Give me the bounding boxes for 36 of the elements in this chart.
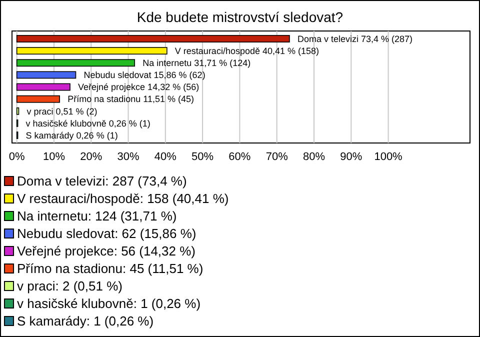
text: Doma v televizi: 287 (73,4 %) xyxy=(17,174,187,189)
chart-title: Kde budete mistrovství sledovat? xyxy=(136,9,344,25)
text: v hasičské klubovně: 1 (0,26 %) xyxy=(17,296,201,312)
bar xyxy=(16,71,76,79)
text: v praci: 2 (0,51 %) xyxy=(17,278,122,294)
category-label: Doma v televizi 73,4 % (287) xyxy=(297,34,413,44)
category-label: Na internetu 31,71 % (124) xyxy=(142,58,251,68)
x-tick-label: 90% xyxy=(340,151,362,163)
category-label: v hasičské klubovně 0,26 % (1) xyxy=(26,118,150,128)
category-label: Přímo na stadionu 11,51 % (45) xyxy=(68,94,194,104)
x-tick-label: 10% xyxy=(42,151,66,163)
category-label: v praci 0,51 % (2) xyxy=(26,106,98,116)
category-label: S kamarády 0,26 % (1) xyxy=(26,130,118,140)
bar xyxy=(16,35,290,42)
x-tick-label: 100% xyxy=(374,151,403,163)
x-tick-label: 20% xyxy=(80,151,102,163)
x-tick-label: 40% xyxy=(154,151,177,163)
text: Nebudu sledovat: 62 (15,86 %) xyxy=(17,226,196,242)
x-tick-label: 30% xyxy=(117,151,140,163)
bar xyxy=(16,47,168,55)
text: Na internetu: 124 (31,71 %) xyxy=(17,208,177,224)
category-label: V restauraci/hospodě 40,41 % (158) xyxy=(174,46,320,56)
category-label: Veřejné projekce 14,32 % (56) xyxy=(78,82,200,92)
x-tick-label: 0% xyxy=(8,151,25,163)
x-tick-label: 70% xyxy=(266,151,288,163)
text: S kamarády: 1 (0,26 %) xyxy=(17,314,154,329)
text: V restauraci/hospodě: 158 (40,41 %) xyxy=(17,191,229,206)
text: Přímo na stadionu: 45 (11,51 %) xyxy=(17,261,204,276)
text: Veřejné projekce: 56 (14,32 %) xyxy=(17,244,196,259)
x-tick-label: 80% xyxy=(302,151,326,163)
bar xyxy=(16,59,136,67)
x-tick-label: 60% xyxy=(228,151,251,163)
category-label: Nebudu sledovat 15,86 % (62) xyxy=(84,70,206,80)
x-tick-label: 50% xyxy=(192,151,214,163)
bar xyxy=(16,83,70,91)
bar xyxy=(16,95,60,103)
